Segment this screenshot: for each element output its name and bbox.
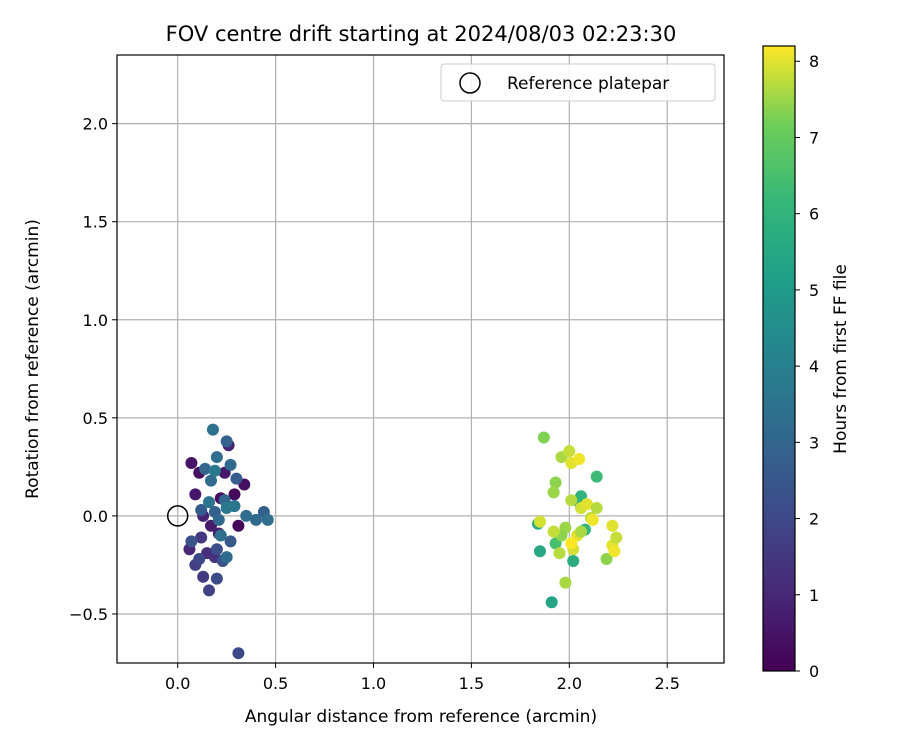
y-tick-label: −0.5 xyxy=(69,605,108,624)
scatter-point xyxy=(195,504,208,517)
scatter-point xyxy=(606,519,619,532)
scatter-point xyxy=(203,584,216,597)
plot-background xyxy=(117,55,724,663)
colorbar-tick-label: 0 xyxy=(809,662,819,681)
scatter-point xyxy=(563,445,576,458)
scatter-point xyxy=(608,545,621,558)
plot-area: 0.0 0.5 1.0 1.5 2.0 2.5 −0.5 0.0 0.5 1.0 1.5 2.0 xyxy=(69,54,725,693)
scatter-point xyxy=(549,476,562,489)
scatter-point xyxy=(590,502,603,515)
y-axis-ticks: −0.5 0.0 0.5 1.0 1.5 2.0 xyxy=(69,115,117,624)
scatter-point xyxy=(533,515,546,528)
scatter-point xyxy=(610,531,623,544)
scatter-point xyxy=(228,488,241,501)
scatter-point xyxy=(537,431,550,444)
colorbar-gradient xyxy=(763,46,795,671)
scatter-point xyxy=(193,553,206,566)
scatter-point xyxy=(586,513,599,526)
scatter-point xyxy=(567,555,580,568)
x-tick-label: 2.5 xyxy=(654,674,679,693)
colorbar-tick-label: 5 xyxy=(809,281,819,300)
scatter-point xyxy=(575,525,588,538)
y-tick-label: 1.0 xyxy=(83,311,108,330)
chart-title: FOV centre drift starting at 2024/08/03 … xyxy=(166,22,677,46)
scatter-point xyxy=(212,513,225,526)
scatter-point xyxy=(195,531,208,544)
x-tick-label: 0.5 xyxy=(263,674,288,693)
scatter-point xyxy=(580,498,593,511)
x-tick-label: 1.5 xyxy=(459,674,484,693)
scatter-point xyxy=(553,547,566,560)
scatter-point xyxy=(230,472,243,485)
colorbar-title: Hours from first FF file xyxy=(831,264,851,454)
colorbar-tick-label: 3 xyxy=(809,433,819,452)
scatter-point xyxy=(261,513,274,526)
scatter-point xyxy=(204,474,217,487)
colorbar-tick-label: 2 xyxy=(809,510,819,529)
legend: Reference platepar xyxy=(440,63,716,102)
scatter-point xyxy=(232,519,245,532)
colorbar-frame xyxy=(762,45,796,672)
reference-platepar-marker xyxy=(166,505,189,527)
x-axis-ticks: 0.0 0.5 1.0 1.5 2.0 2.5 xyxy=(165,663,680,693)
x-axis-title: Angular distance from reference (arcmin) xyxy=(245,707,597,727)
legend-reference-label: Reference platepar xyxy=(507,74,669,94)
scatter-point xyxy=(533,545,546,558)
colorbar-tick-label: 8 xyxy=(809,52,819,71)
colorbar-tick-label: 7 xyxy=(809,128,819,147)
scatter-point xyxy=(224,535,237,548)
scatter-point xyxy=(210,451,223,464)
scatter-point xyxy=(220,435,233,448)
scatter-point xyxy=(185,456,198,469)
x-tick-label: 1.0 xyxy=(361,674,386,693)
scatter-point xyxy=(185,535,198,548)
scatter-point xyxy=(224,458,237,471)
scatter-point xyxy=(203,496,216,509)
legend-reference-icon xyxy=(459,72,481,94)
scatter-point xyxy=(573,453,586,466)
data-points xyxy=(183,423,623,660)
scatter-point xyxy=(559,576,572,589)
scatter-point xyxy=(590,470,603,483)
legend-box xyxy=(440,63,716,102)
y-tick-label: 0.5 xyxy=(83,409,108,428)
scatter-point xyxy=(240,509,253,522)
y-tick-label: 1.5 xyxy=(83,213,108,232)
y-tick-label: 2.0 xyxy=(83,115,108,134)
plot-frame xyxy=(116,54,725,664)
scatter-point xyxy=(547,486,560,499)
scatter-point xyxy=(189,488,202,501)
scatter-point xyxy=(206,423,219,436)
colorbar-tick-label: 4 xyxy=(809,357,819,376)
y-axis-title: Rotation from reference (arcmin) xyxy=(23,219,43,499)
colorbar-ticks: 0 1 2 3 4 5 6 7 8 xyxy=(795,52,819,681)
colorbar: 0 1 2 3 4 5 6 7 8 Hours from first FF file xyxy=(762,45,851,681)
scatter-point xyxy=(220,551,233,564)
scatter-point xyxy=(197,570,210,583)
scatter-point xyxy=(210,572,223,585)
scatter-point xyxy=(565,494,578,507)
scatter-point xyxy=(210,543,223,556)
scatter-point xyxy=(214,529,227,542)
scatter-point xyxy=(600,553,613,566)
scatter-point xyxy=(565,537,578,550)
scatter-point xyxy=(208,464,221,477)
x-tick-label: 2.0 xyxy=(557,674,582,693)
grid xyxy=(117,55,724,663)
scatter-point xyxy=(547,525,560,538)
scatter-point xyxy=(545,596,558,609)
scatter-point xyxy=(199,462,212,475)
y-tick-label: 0.0 xyxy=(83,507,108,526)
colorbar-tick-label: 6 xyxy=(809,205,819,224)
colorbar-tick-label: 1 xyxy=(809,586,819,605)
scatter-point xyxy=(232,647,245,660)
x-tick-label: 0.0 xyxy=(165,674,190,693)
scatter-point xyxy=(220,502,233,515)
scatter-point xyxy=(250,513,263,526)
